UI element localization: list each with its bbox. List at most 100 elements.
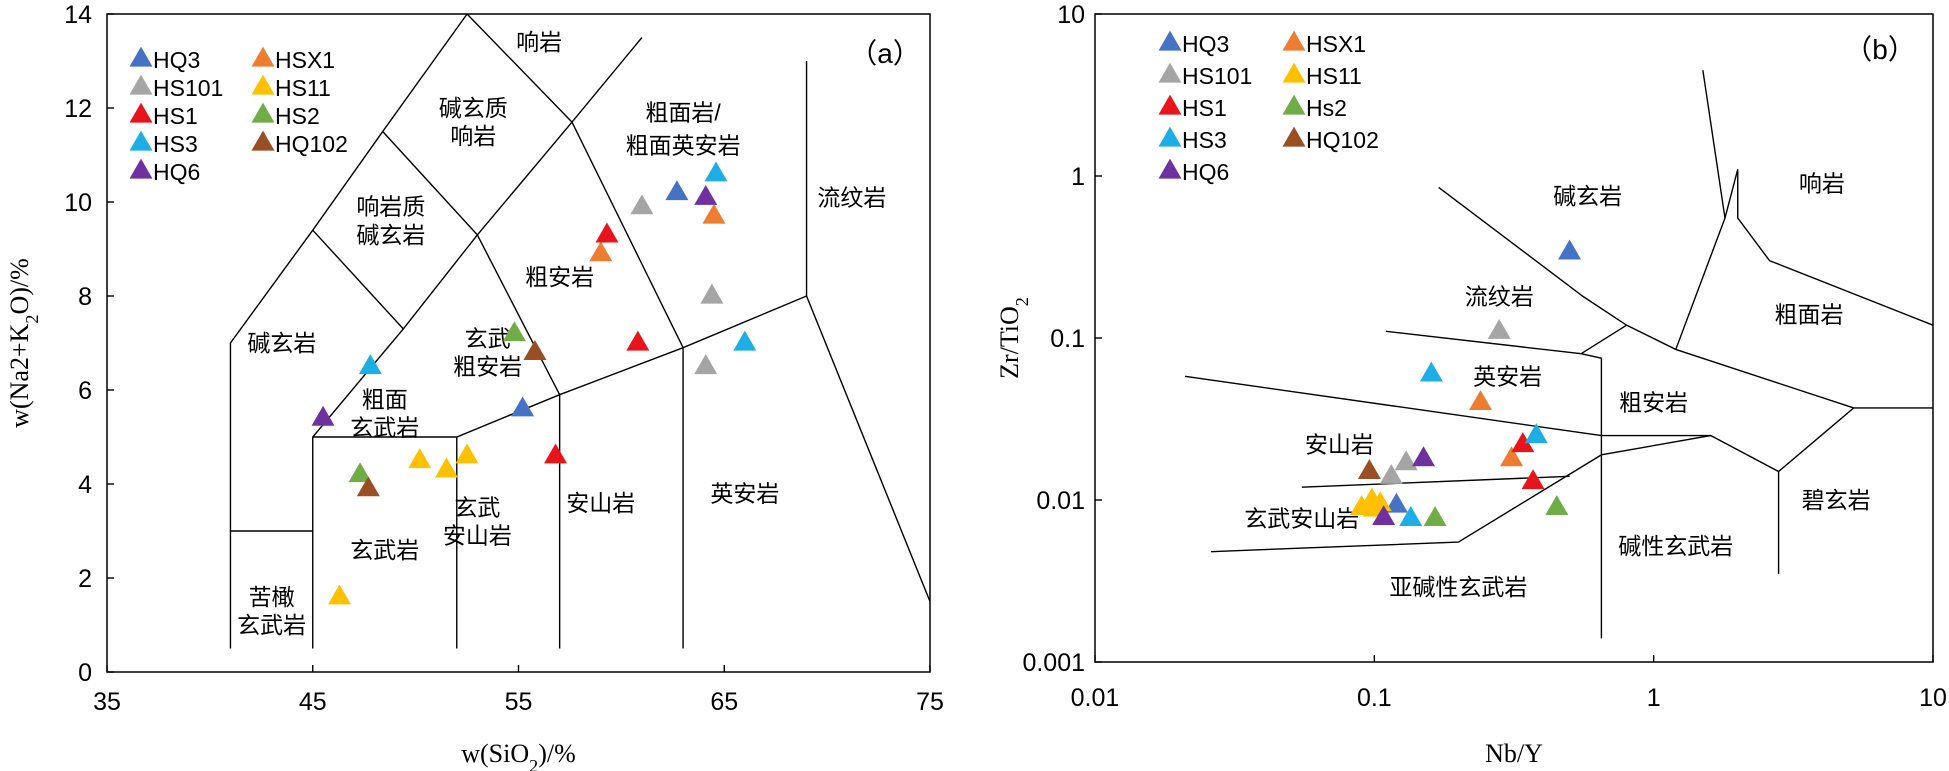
data-point bbox=[455, 443, 479, 464]
data-point bbox=[733, 330, 757, 351]
legend-marker bbox=[129, 158, 153, 179]
data-point bbox=[700, 283, 724, 304]
field-label: 碱玄岩 bbox=[1553, 183, 1622, 209]
y-axis-title: Zr/TiO2 bbox=[995, 297, 1032, 379]
data-point bbox=[511, 396, 535, 417]
field-boundary bbox=[1675, 70, 1726, 350]
data-point bbox=[1423, 506, 1447, 526]
legend-marker bbox=[251, 102, 275, 123]
y-tick-label: 0.001 bbox=[1022, 649, 1085, 677]
field-boundary bbox=[1580, 353, 1603, 639]
y-tick-label: 4 bbox=[78, 471, 92, 499]
x-tick-label: 1 bbox=[1647, 684, 1661, 712]
data-point bbox=[358, 354, 382, 375]
data-point bbox=[1379, 463, 1403, 484]
y-tick-label: 10 bbox=[64, 189, 92, 217]
field-label: 响岩 bbox=[450, 123, 496, 149]
x-tick-label: 75 bbox=[916, 688, 944, 716]
legend-entry: HS11 bbox=[1306, 63, 1362, 89]
legend-entry: HQ102 bbox=[1306, 127, 1379, 153]
legend-marker bbox=[129, 102, 153, 123]
data-point bbox=[1469, 390, 1493, 411]
panel-label: （b） bbox=[1844, 34, 1916, 65]
data-point bbox=[694, 354, 718, 375]
y-tick-label: 2 bbox=[78, 565, 92, 593]
field-label: 响岩 bbox=[1799, 170, 1845, 196]
data-point bbox=[356, 476, 380, 497]
y-tick-label: 14 bbox=[64, 1, 92, 29]
data-point bbox=[626, 330, 650, 351]
data-point bbox=[1394, 450, 1418, 471]
legend-entry: HS11 bbox=[275, 75, 331, 101]
data-point bbox=[1412, 446, 1436, 467]
y-tick-label: 8 bbox=[78, 283, 92, 311]
field-boundary bbox=[1580, 324, 1627, 355]
y-tick-label: 0.01 bbox=[1036, 487, 1085, 515]
legend-entry: HS2 bbox=[275, 103, 320, 129]
legend-marker bbox=[1158, 126, 1182, 147]
field-label: 粗安岩 bbox=[1619, 389, 1688, 415]
x-axis-title: Nb/Y bbox=[1485, 739, 1543, 768]
field-label: 安山岩 bbox=[443, 523, 512, 549]
legend-entry: HS3 bbox=[153, 131, 198, 157]
legend-entry: HQ6 bbox=[1182, 159, 1229, 185]
field-boundary bbox=[1438, 186, 1627, 326]
y-tick-label: 0 bbox=[78, 659, 92, 687]
legend-entry: HQ3 bbox=[153, 47, 200, 73]
field-boundary bbox=[1385, 330, 1582, 355]
field-label: 粗面 bbox=[362, 386, 408, 412]
legend-marker bbox=[251, 130, 275, 151]
field-label: 玄武岩 bbox=[350, 415, 419, 441]
field-label: 碱玄岩 bbox=[247, 330, 316, 356]
y-tick-label: 0.1 bbox=[1050, 325, 1085, 353]
field-label: 碱性玄武岩 bbox=[1618, 533, 1733, 559]
field-boundary bbox=[312, 229, 404, 330]
data-point bbox=[630, 194, 654, 215]
y-axis-title: w(Na2+K2O)/% bbox=[5, 258, 42, 428]
x-tick-label: 0.01 bbox=[1071, 684, 1120, 712]
field-label: 玄武安山岩 bbox=[1244, 505, 1359, 531]
field-label: 粗安岩 bbox=[453, 354, 522, 380]
field-boundary bbox=[476, 234, 561, 396]
x-axis-title: w(SiO2)/% bbox=[461, 739, 576, 771]
x-tick-label: 55 bbox=[505, 688, 533, 716]
data-point bbox=[1558, 239, 1582, 260]
data-point bbox=[1357, 459, 1381, 480]
data-point bbox=[1419, 361, 1443, 382]
data-point bbox=[311, 405, 335, 426]
y-tick-label: 6 bbox=[78, 377, 92, 405]
zr-tio2-nb-y-diagram-panel: 0.01 0.1 1 10 0.001 0.01 0.1 1 10 碱玄岩 响岩流纹岩粗面岩英安岩粗… bbox=[995, 1, 1947, 768]
legend-marker bbox=[1282, 126, 1306, 147]
field-label: 碧玄岩 bbox=[1802, 487, 1871, 513]
field-label: 流纹岩 bbox=[817, 184, 886, 210]
tas-diagram-panel: 35 45 55 65 7502468101214响岩碱玄质响岩粗面岩/粗面英安岩流纹岩… bbox=[5, 1, 944, 771]
field-boundary bbox=[1724, 169, 1934, 326]
legend-entry: HS3 bbox=[1182, 127, 1227, 153]
field-boundary bbox=[571, 121, 684, 349]
x-tick-label: 65 bbox=[710, 688, 738, 716]
field-label: 玄武 bbox=[465, 325, 511, 351]
field-label: 响岩 bbox=[516, 29, 562, 55]
field-label: 粗面英安岩 bbox=[626, 133, 741, 159]
y-tick-label: 1 bbox=[1071, 163, 1085, 191]
legend-entry: HS101 bbox=[153, 75, 223, 101]
field-label: 流纹岩 bbox=[1465, 284, 1534, 310]
legend-marker bbox=[1158, 94, 1182, 115]
field-boundary bbox=[312, 295, 931, 602]
x-tick-label: 45 bbox=[299, 688, 327, 716]
field-label: 安山岩 bbox=[566, 490, 635, 516]
legend-entry: HS101 bbox=[1182, 63, 1252, 89]
field-label: 安山岩 bbox=[1305, 432, 1374, 458]
data-point bbox=[1524, 423, 1548, 444]
field-label: 英安岩 bbox=[710, 480, 779, 506]
y-tick-label: 10 bbox=[1057, 1, 1085, 29]
data-point bbox=[1487, 318, 1511, 339]
legend-marker bbox=[129, 74, 153, 95]
data-point bbox=[1521, 469, 1545, 490]
data-point bbox=[1384, 492, 1408, 513]
legend-entry: HQ3 bbox=[1182, 31, 1229, 57]
field-label: 粗面岩/ bbox=[645, 100, 721, 126]
legend-entry: Hs2 bbox=[1306, 95, 1347, 121]
data-point bbox=[702, 203, 726, 224]
